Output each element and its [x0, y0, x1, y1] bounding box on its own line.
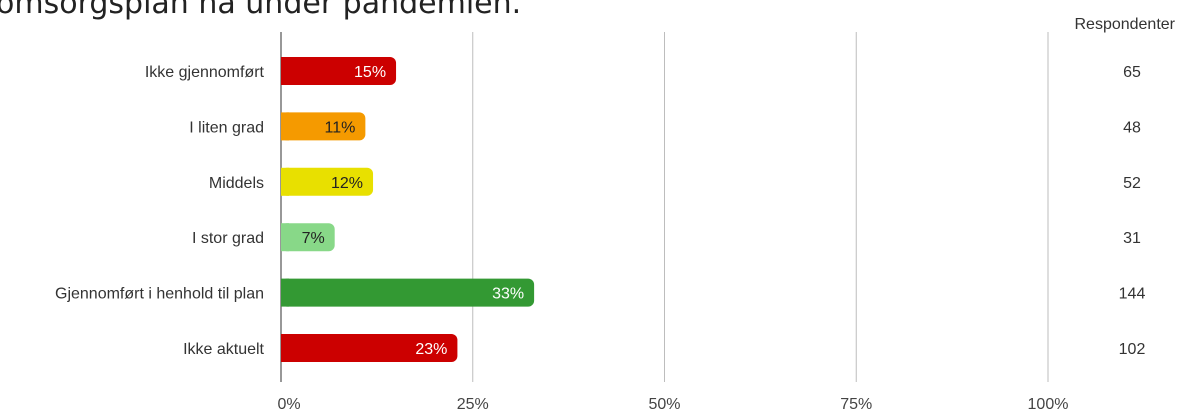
category-label: Ikke aktuelt	[183, 341, 264, 358]
category-label: I stor grad	[192, 230, 264, 247]
bar-left-edge	[281, 112, 289, 141]
x-tick-label: 75%	[840, 396, 872, 410]
bar	[281, 112, 366, 141]
respondent-count: 65	[1123, 64, 1141, 81]
respondent-count: 144	[1119, 286, 1146, 303]
category-label: Gjennomført i henhold til plan	[55, 286, 264, 303]
bar-left-edge	[281, 57, 289, 85]
bar-left-edge	[281, 278, 289, 307]
bar	[281, 334, 458, 362]
category-label: Ikke gjennomført	[145, 64, 265, 81]
bar-value-label: 7%	[302, 230, 325, 247]
bar-value-label: 33%	[492, 286, 524, 303]
bar-left-edge	[281, 167, 289, 196]
bar-left-edge	[281, 334, 289, 362]
x-tick-label: 50%	[648, 396, 680, 410]
respondent-count: 52	[1123, 175, 1141, 192]
bar-value-label: 23%	[415, 341, 447, 358]
chart-title: omsorgsplan nå under pandemien.	[0, 0, 522, 21]
category-label: I liten grad	[189, 119, 264, 136]
x-tick-label: 0%	[277, 396, 300, 410]
bar-value-label: 15%	[354, 64, 386, 81]
bar	[281, 223, 335, 252]
bar	[281, 57, 397, 85]
bar	[281, 278, 535, 307]
bar-left-edge	[281, 223, 289, 252]
bar	[281, 167, 374, 196]
respondents-header: Respondenter	[1074, 16, 1175, 33]
respondent-count: 102	[1119, 341, 1146, 358]
respondent-count: 48	[1123, 119, 1141, 136]
bar-value-label: 12%	[331, 175, 363, 192]
category-label: Middels	[209, 175, 264, 192]
respondent-count: 31	[1123, 230, 1141, 247]
x-tick-label: 25%	[457, 396, 489, 410]
bar-value-label: 11%	[325, 119, 356, 136]
x-tick-label: 100%	[1028, 396, 1069, 410]
